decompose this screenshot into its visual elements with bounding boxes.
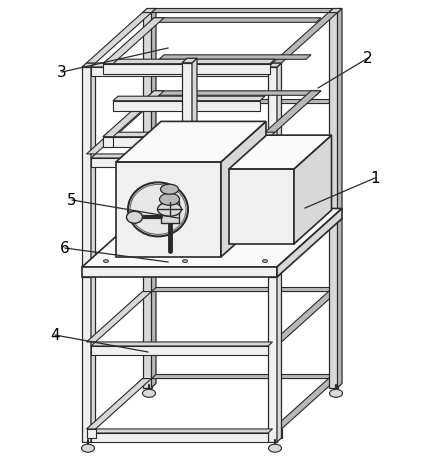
Ellipse shape <box>235 212 240 215</box>
Polygon shape <box>192 58 197 146</box>
Polygon shape <box>273 12 338 63</box>
Polygon shape <box>277 273 282 442</box>
Polygon shape <box>82 273 95 277</box>
Polygon shape <box>149 18 321 22</box>
Polygon shape <box>86 429 95 438</box>
Polygon shape <box>273 379 338 429</box>
Polygon shape <box>86 103 151 154</box>
Ellipse shape <box>329 389 343 397</box>
Polygon shape <box>91 154 273 158</box>
Polygon shape <box>113 96 265 100</box>
Polygon shape <box>103 137 270 146</box>
Ellipse shape <box>103 260 109 263</box>
Polygon shape <box>82 277 91 442</box>
Ellipse shape <box>128 182 188 237</box>
Polygon shape <box>329 9 342 12</box>
Polygon shape <box>268 273 282 277</box>
Polygon shape <box>159 55 311 59</box>
Ellipse shape <box>182 260 187 263</box>
Polygon shape <box>82 267 277 277</box>
Polygon shape <box>86 292 151 342</box>
Polygon shape <box>182 58 197 63</box>
Polygon shape <box>149 91 321 95</box>
Polygon shape <box>260 91 321 137</box>
Polygon shape <box>116 162 221 257</box>
Text: 3: 3 <box>57 64 67 80</box>
Polygon shape <box>82 63 95 67</box>
Polygon shape <box>91 273 95 442</box>
Polygon shape <box>151 219 156 388</box>
Polygon shape <box>329 12 338 212</box>
Polygon shape <box>221 121 266 257</box>
Polygon shape <box>103 132 275 137</box>
Text: 6: 6 <box>60 240 70 255</box>
Polygon shape <box>277 209 342 277</box>
Polygon shape <box>91 63 95 267</box>
Polygon shape <box>91 67 268 76</box>
Polygon shape <box>91 63 273 67</box>
Polygon shape <box>277 63 282 267</box>
Polygon shape <box>82 209 342 267</box>
Ellipse shape <box>268 444 282 452</box>
Polygon shape <box>294 135 332 244</box>
Ellipse shape <box>126 211 142 223</box>
Polygon shape <box>91 346 268 355</box>
Polygon shape <box>151 9 156 212</box>
Polygon shape <box>82 67 91 267</box>
Polygon shape <box>338 9 342 212</box>
Polygon shape <box>86 12 151 63</box>
Polygon shape <box>268 277 277 442</box>
Ellipse shape <box>161 184 179 194</box>
Polygon shape <box>268 67 277 267</box>
Polygon shape <box>329 223 338 388</box>
Ellipse shape <box>81 444 95 452</box>
Polygon shape <box>161 201 179 223</box>
Polygon shape <box>273 429 282 438</box>
Ellipse shape <box>159 193 179 205</box>
Polygon shape <box>91 342 273 346</box>
Polygon shape <box>142 12 151 212</box>
Ellipse shape <box>262 260 268 263</box>
Polygon shape <box>142 223 151 388</box>
Polygon shape <box>103 59 275 64</box>
Ellipse shape <box>142 389 156 397</box>
Polygon shape <box>91 158 268 167</box>
Polygon shape <box>103 91 164 137</box>
Text: 4: 4 <box>50 328 60 343</box>
Polygon shape <box>86 379 151 429</box>
Polygon shape <box>91 429 273 433</box>
Ellipse shape <box>289 236 294 239</box>
Polygon shape <box>103 18 164 64</box>
Polygon shape <box>329 219 342 223</box>
Ellipse shape <box>130 184 186 235</box>
Polygon shape <box>151 374 333 379</box>
Polygon shape <box>103 137 113 146</box>
Polygon shape <box>151 100 333 103</box>
Polygon shape <box>103 64 270 73</box>
Polygon shape <box>113 100 260 111</box>
Polygon shape <box>151 9 333 12</box>
Text: 1: 1 <box>370 171 380 185</box>
Ellipse shape <box>157 202 181 216</box>
Ellipse shape <box>130 236 135 239</box>
Text: 2: 2 <box>363 51 373 65</box>
Polygon shape <box>338 219 342 388</box>
Polygon shape <box>142 219 156 223</box>
Polygon shape <box>229 169 294 244</box>
Ellipse shape <box>156 212 162 215</box>
Polygon shape <box>268 63 282 67</box>
Polygon shape <box>151 288 333 292</box>
Polygon shape <box>116 121 266 162</box>
Text: 5: 5 <box>67 192 77 208</box>
Polygon shape <box>182 63 192 146</box>
Polygon shape <box>273 292 338 342</box>
Polygon shape <box>91 433 268 442</box>
Ellipse shape <box>315 212 321 215</box>
Polygon shape <box>142 9 156 12</box>
Polygon shape <box>229 135 332 169</box>
